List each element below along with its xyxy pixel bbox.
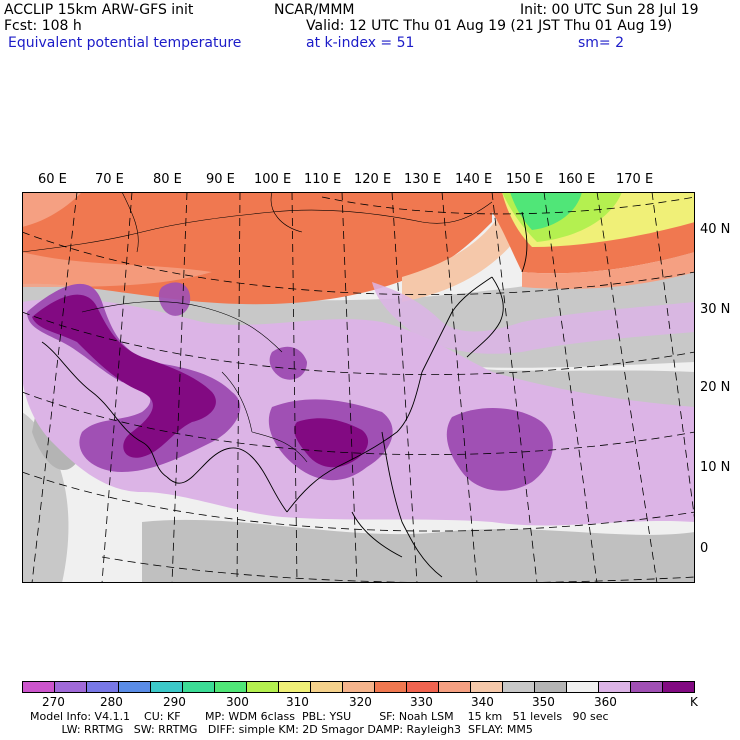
- forecast-hour: Fcst: 108 h: [4, 18, 82, 34]
- borders: [22, 192, 493, 463]
- model-title: ACCLIP 15km ARW-GFS init: [4, 2, 194, 18]
- legend-swatch: [311, 682, 343, 692]
- warm-band-edge: [402, 212, 522, 302]
- legend-tick: 290: [163, 695, 186, 709]
- legend-swatch: [567, 682, 599, 692]
- legend-swatch: [247, 682, 279, 692]
- smoothing-label: sm= 2: [578, 35, 625, 51]
- parallels: [22, 196, 695, 583]
- lon-label: 170 E: [616, 172, 654, 187]
- map-frame: [22, 192, 695, 583]
- lat-label: 10 N: [700, 460, 731, 475]
- lon-label: 80 E: [153, 172, 182, 187]
- legend-swatch: [151, 682, 183, 692]
- warm-band-edge: [22, 252, 212, 287]
- purple-zone: [446, 407, 553, 491]
- lon-label: 100 E: [254, 172, 292, 187]
- legend-unit: K: [690, 695, 698, 709]
- level-label: at k-index = 51: [306, 35, 415, 51]
- dark-purple-zone: [294, 418, 369, 468]
- lat-label: 30 N: [700, 302, 731, 317]
- dark-purple-zone: [32, 294, 216, 458]
- lon-label: 90 E: [206, 172, 235, 187]
- legend-swatch: [407, 682, 439, 692]
- legend-tick: 340: [471, 695, 494, 709]
- model-info-line1: Model Info: V4.1.1 CU: KF MP: WDM 6class…: [30, 710, 609, 723]
- color-legend: [22, 681, 695, 693]
- legend-swatch: [55, 682, 87, 692]
- field-name: Equivalent potential temperature: [8, 35, 242, 51]
- legend-tick: 320: [349, 695, 372, 709]
- valid-time: Valid: 12 UTC Thu 01 Aug 19 (21 JST Thu …: [306, 18, 673, 34]
- legend-swatch: [375, 682, 407, 692]
- legend-tick: 330: [410, 695, 433, 709]
- lon-label: 70 E: [95, 172, 124, 187]
- purple-zone: [269, 346, 307, 380]
- lat-label: 40 N: [700, 222, 731, 237]
- warm-band-edge: [22, 192, 82, 227]
- legend-swatch: [183, 682, 215, 692]
- legend-swatch: [535, 682, 567, 692]
- grey-band: [22, 412, 69, 583]
- legend-swatch: [471, 682, 503, 692]
- lon-label: 130 E: [404, 172, 442, 187]
- purple-zone: [158, 282, 191, 316]
- legend-swatch: [119, 682, 151, 692]
- legend-tick: 350: [532, 695, 555, 709]
- legend-swatch: [23, 682, 55, 692]
- legend-swatch: [503, 682, 535, 692]
- legend-tick: 360: [594, 695, 617, 709]
- lon-label: 160 E: [558, 172, 596, 187]
- org-label: NCAR/MMM: [274, 2, 355, 18]
- green-zone: [510, 192, 582, 230]
- legend-swatch: [279, 682, 311, 692]
- legend-swatch: [631, 682, 663, 692]
- legend-tick: 280: [100, 695, 123, 709]
- lon-label: 60 E: [38, 172, 67, 187]
- legend-tick: 310: [286, 695, 309, 709]
- legend-swatch: [215, 682, 247, 692]
- lon-label: 140 E: [455, 172, 493, 187]
- model-info-line2: LW: RRTMG SW: RRTMG DIFF: simple KM: 2D …: [30, 723, 533, 736]
- legend-swatch: [439, 682, 471, 692]
- lon-label: 110 E: [304, 172, 342, 187]
- meridians: [31, 192, 695, 583]
- legend-tick: 270: [42, 695, 65, 709]
- legend-swatch: [663, 682, 694, 692]
- legend-swatch: [599, 682, 631, 692]
- warm-band-edge: [522, 252, 695, 289]
- legend-swatch: [343, 682, 375, 692]
- light-purple-zone: [372, 282, 695, 354]
- lon-label: 120 E: [354, 172, 392, 187]
- init-time: Init: 00 UTC Sun 28 Jul 19: [520, 2, 699, 18]
- legend-tick: 300: [226, 695, 249, 709]
- legend-swatch: [87, 682, 119, 692]
- lon-label: 150 E: [506, 172, 544, 187]
- lat-label: 20 N: [700, 380, 731, 395]
- lat-label: 0: [700, 541, 709, 556]
- map-canvas: [22, 192, 695, 583]
